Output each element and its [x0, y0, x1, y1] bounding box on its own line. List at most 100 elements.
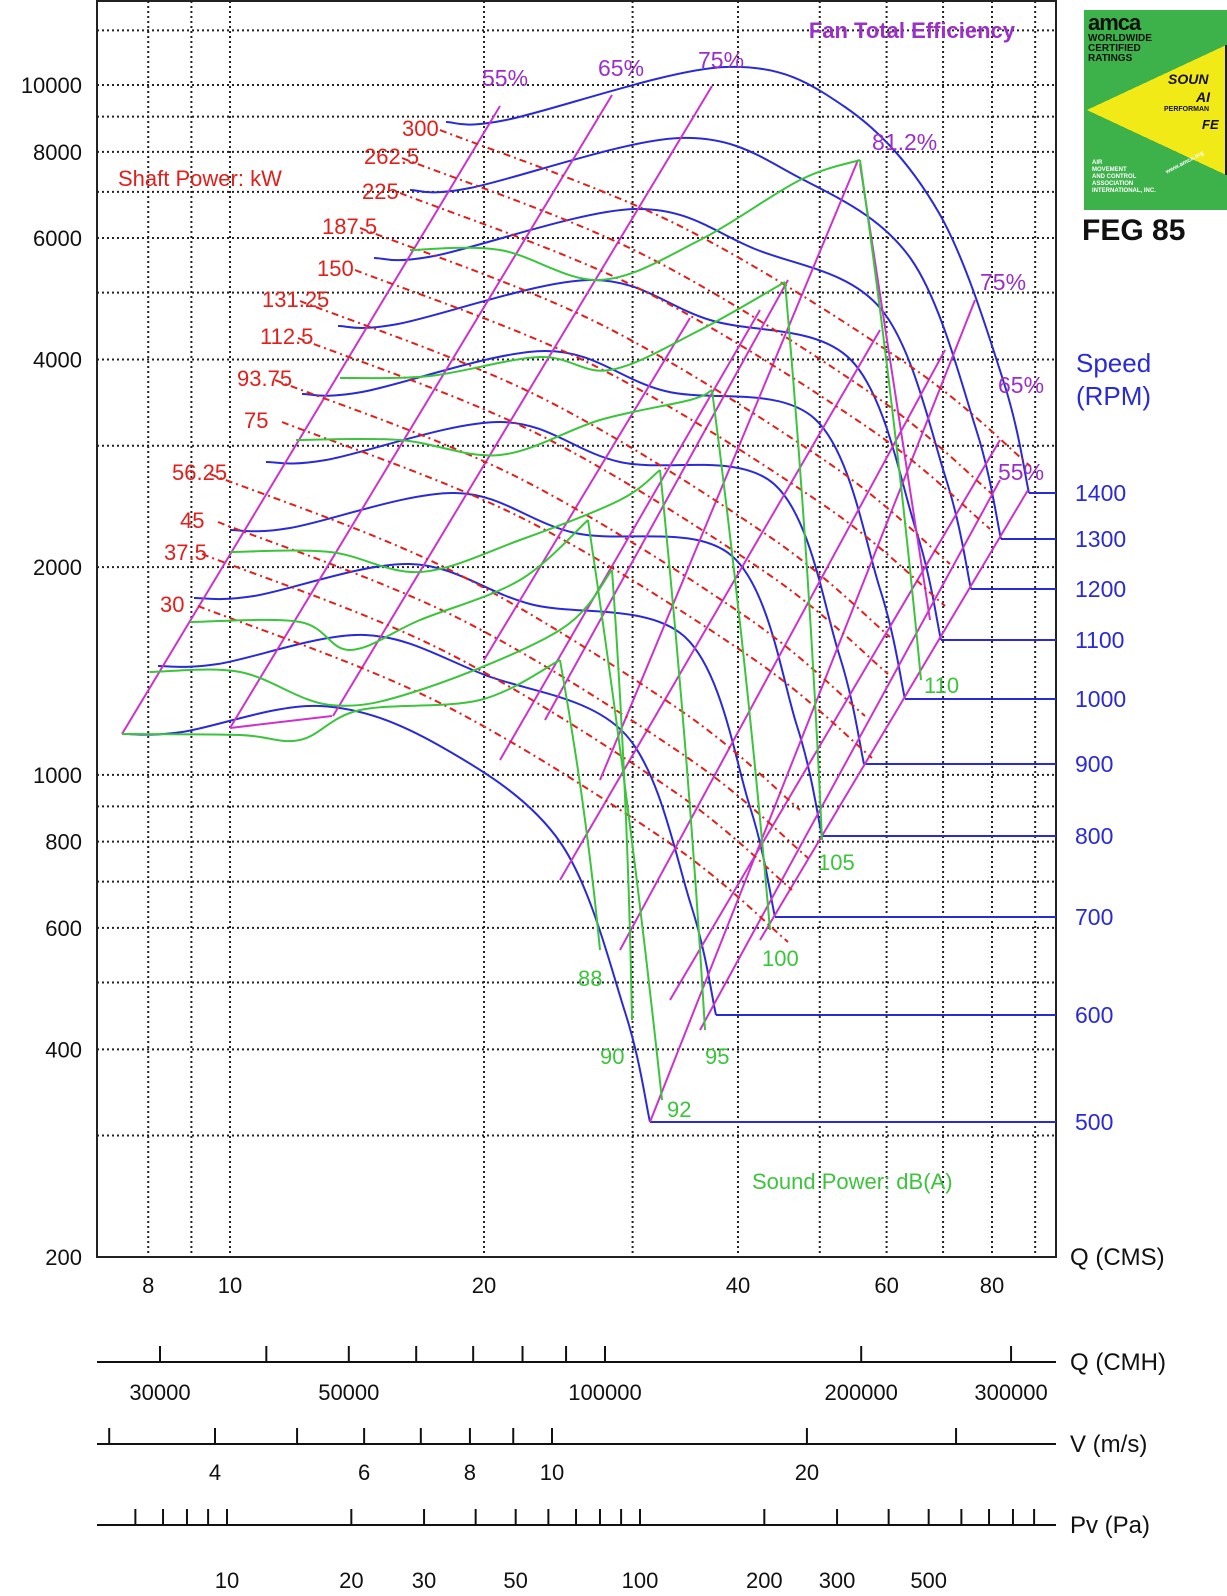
speed-curve — [265, 420, 865, 765]
shaft-power-line — [201, 553, 793, 891]
shaft-power-label: 150 — [317, 256, 354, 281]
sound-power-lines: 88 90 92 95 100 105 110 — [121, 159, 959, 1122]
sound-power-title: Sound Power: dB(A) — [752, 1169, 953, 1194]
speed-label: 1400 — [1075, 480, 1126, 506]
axis-tick-label-cmh: 200000 — [824, 1380, 897, 1405]
speed-axis-units: (RPM) — [1076, 381, 1151, 411]
efficiency-label: 55% — [482, 65, 528, 91]
sound-power-curve — [409, 159, 861, 282]
sound-power-curve — [611, 569, 633, 1021]
sound-power-curve — [189, 519, 589, 652]
axis-tick-label-vms: 4 — [209, 1460, 221, 1485]
speed-label: 900 — [1075, 751, 1113, 777]
shaft-power-label: 56.25 — [172, 460, 227, 485]
y-tick-label: 200 — [45, 1245, 82, 1270]
axis-tick-label-pva: 100 — [622, 1568, 659, 1593]
efficiency-line — [544, 279, 789, 721]
speed-label: 1300 — [1075, 526, 1126, 552]
shaft-power-title: Shaft Power: kW — [118, 166, 282, 191]
shaft-power-label: 93.75 — [237, 366, 292, 391]
x-axis-label-cms: Q (CMS) — [1070, 1244, 1165, 1271]
y-tick-label: 10000 — [21, 73, 82, 98]
sound-power-curve — [587, 519, 663, 1101]
y-tick-label: 2000 — [33, 555, 82, 580]
sound-power-label: 100 — [762, 946, 799, 971]
seal-org-1: AIR — [1092, 160, 1103, 166]
axis-label-cmh: Q (CMH) — [1070, 1349, 1166, 1376]
y-tick-label: 6000 — [33, 226, 82, 251]
shaft-power-label: 187.5 — [322, 214, 377, 239]
seal-green-band-bottom — [1084, 10, 1227, 210]
plot-frame — [96, 0, 1057, 1258]
axis-tick-label-vms: 6 — [358, 1460, 370, 1485]
axis-label-pva: Pv (Pa) — [1070, 1512, 1150, 1539]
y-tick-label: 8000 — [33, 140, 82, 165]
y-tick-label: 600 — [45, 916, 82, 941]
efficiency-line — [483, 317, 691, 661]
seal-org-2: MOVEMENT — [1092, 166, 1127, 173]
sound-power-label: 110 — [924, 673, 959, 698]
axis-tick-label-vms: 8 — [464, 1460, 476, 1485]
efficiency-label: 81.2% — [872, 129, 937, 155]
speed-label: 800 — [1075, 823, 1113, 849]
shaft-power-label: 30 — [160, 592, 184, 617]
axis-tick-label-pva: 10 — [215, 1568, 239, 1593]
sound-power-curve — [859, 159, 922, 681]
seal-line-3: RATINGS — [1088, 53, 1133, 64]
sound-power-curve — [659, 469, 706, 1031]
y-tick-label: 800 — [45, 830, 82, 855]
x-tick-label-cms: 10 — [218, 1273, 242, 1298]
x-tick-label-cms: 20 — [472, 1273, 496, 1298]
shaft-power-line — [439, 129, 1031, 467]
chart-title: Fan Total Efficiency — [809, 18, 1016, 43]
axis-tick-label-cmh: 50000 — [318, 1380, 379, 1405]
speed-label: 600 — [1075, 1002, 1113, 1028]
seal-brand: amca — [1088, 10, 1141, 35]
y-tick-label: 400 — [45, 1037, 82, 1062]
efficiency-line — [699, 479, 1001, 1031]
speed-curve — [409, 136, 1002, 540]
shaft-power-label: 45 — [180, 508, 204, 533]
shaft-power-line — [297, 337, 889, 675]
efficiency-line — [619, 349, 946, 951]
shaft-power-line — [217, 521, 809, 859]
efficiency-line — [499, 309, 761, 761]
efficiency-lines — [121, 85, 1029, 1123]
sound-power-label: 95 — [705, 1044, 729, 1069]
speed-curve — [445, 65, 1030, 494]
speed-axis-title: Speed — [1076, 348, 1151, 378]
axis-pva: 10 20 30 50 100 200 300 500 Pv (Pa) — [97, 1509, 1150, 1593]
speed-curve — [229, 491, 823, 837]
speed-label: 700 — [1075, 904, 1113, 930]
speed-curve — [157, 633, 717, 1016]
speed-curve — [121, 704, 651, 1123]
shaft-power-label: 225 — [362, 179, 399, 204]
axis-tick-label-pva: 500 — [910, 1568, 947, 1593]
sound-power-label: 88 — [578, 966, 602, 991]
speed-label: 1200 — [1075, 576, 1126, 602]
grid — [97, 1, 1056, 1258]
shaft-power-line — [359, 227, 951, 565]
shaft-power-label: 131.25 — [262, 287, 329, 312]
axis-tick-label-pva: 300 — [819, 1568, 856, 1593]
efficiency-label: 65% — [998, 372, 1044, 398]
speed-label: 500 — [1075, 1109, 1113, 1135]
shaft-power-label: 300 — [402, 116, 439, 141]
sound-power-label: 92 — [667, 1097, 691, 1122]
x-tick-label-cms: 8 — [142, 1273, 154, 1298]
efficiency-line — [669, 439, 1001, 1001]
seal-org-4: ASSOCIATION — [1092, 180, 1134, 187]
x-tick-label-cms: 80 — [980, 1273, 1004, 1298]
sound-power-label: 90 — [600, 1044, 624, 1069]
seal-org-3: AND CONTROL — [1092, 173, 1137, 180]
efficiency-line — [229, 715, 333, 729]
shaft-power-label: 37.5 — [164, 540, 207, 565]
speed-label: 1100 — [1075, 627, 1124, 653]
axis-tick-label-cmh: 30000 — [129, 1380, 190, 1405]
sound-power-curve — [295, 389, 713, 457]
shaft-power-label: 262.5 — [364, 144, 419, 169]
seal-air: AI — [1196, 89, 1210, 105]
sound-power-label: 105 — [818, 850, 855, 875]
efficiency-line — [332, 85, 713, 717]
